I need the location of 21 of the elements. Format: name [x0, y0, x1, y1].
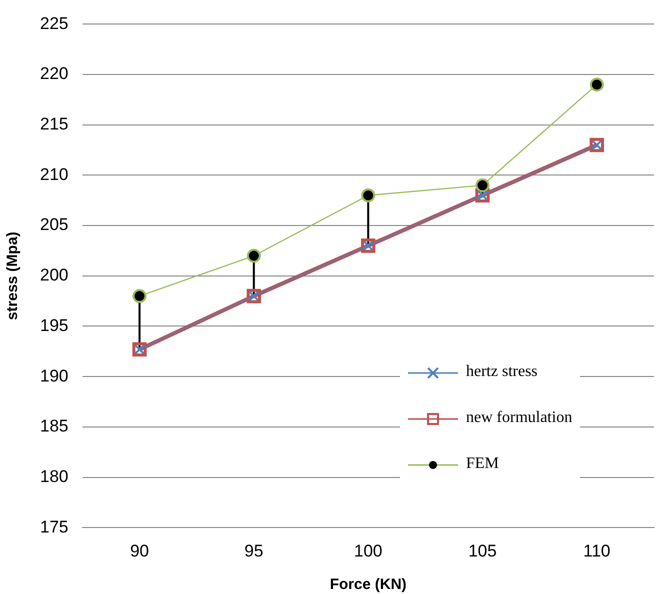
- x-tick-label: 105: [468, 541, 497, 560]
- legend-label: hertz stress: [466, 363, 538, 381]
- y-tick-label: 220: [40, 64, 68, 84]
- y-tick-label: 190: [40, 366, 68, 386]
- y-tick-label: 175: [40, 517, 68, 536]
- legend-label: FEM: [466, 455, 499, 473]
- y-tick-label: 225: [40, 14, 68, 33]
- y-tick-label: 200: [40, 266, 68, 285]
- x-tick-label: 95: [244, 541, 264, 560]
- y-tick-label: 215: [40, 114, 68, 134]
- y-tick-label: 185: [40, 416, 68, 436]
- x-tick-label: 90: [130, 541, 149, 560]
- x-axis-title: Force (KN): [330, 576, 407, 594]
- x-tick-label: 100: [354, 541, 382, 560]
- x-tick-label: 110: [583, 541, 610, 560]
- y-tick-label: 210: [40, 164, 68, 184]
- y-tick-label: 205: [40, 215, 68, 234]
- y-tick-label: 180: [40, 466, 68, 486]
- y-tick-label: 195: [40, 316, 68, 335]
- y-axis-title: stress (Mpa): [4, 232, 22, 320]
- legend-label: new formulation: [466, 409, 572, 427]
